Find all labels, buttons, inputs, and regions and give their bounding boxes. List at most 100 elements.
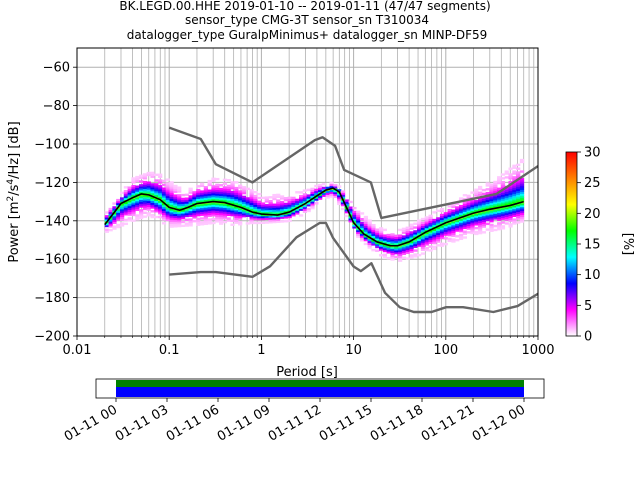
- psd-cell: [150, 213, 155, 217]
- psd-cell: [135, 189, 140, 192]
- psd-cell: [375, 249, 380, 252]
- psd-cell: [516, 173, 521, 176]
- psd-cell: [139, 176, 144, 179]
- psd-cell: [119, 218, 125, 221]
- psd-cell: [512, 220, 517, 223]
- psd-cell: [268, 209, 273, 212]
- psd-cell: [302, 204, 308, 208]
- psd-cell: [142, 175, 148, 178]
- psd-cell: [188, 218, 193, 221]
- psd-cell: [272, 218, 277, 222]
- y-tick-label: −100: [34, 138, 70, 153]
- psd-cell: [192, 216, 197, 219]
- psd-cell: [173, 186, 178, 190]
- psd-cell: [348, 212, 353, 215]
- psd-cell: [485, 228, 490, 231]
- psd-cell: [470, 220, 475, 223]
- psd-cell: [497, 199, 502, 202]
- psd-cell: [439, 234, 445, 238]
- psd-cell: [283, 208, 288, 211]
- psd-cell: [409, 235, 414, 238]
- psd-cell: [230, 200, 235, 203]
- psd-cell: [272, 215, 277, 218]
- psd-cell: [165, 203, 170, 206]
- psd-cell: [180, 193, 186, 197]
- psd-cell: [276, 218, 281, 222]
- psd-cell: [432, 224, 437, 228]
- y-tick-label: −180: [34, 291, 70, 306]
- psd-cell: [146, 202, 151, 205]
- psd-cell: [196, 221, 201, 224]
- psd-cell: [382, 245, 387, 249]
- y-tick-label: −80: [43, 99, 70, 114]
- psd-cell: [516, 213, 521, 216]
- psd-cell: [260, 206, 266, 209]
- psd-cell: [215, 199, 220, 202]
- psd-cell: [238, 198, 243, 201]
- psd-cell: [359, 225, 365, 229]
- psd-cell: [291, 214, 296, 217]
- psd-cell: [455, 235, 460, 238]
- psd-cell: [161, 179, 167, 183]
- psd-cell: [401, 256, 407, 259]
- psd-cell: [409, 256, 414, 259]
- psd-cell: [428, 239, 433, 243]
- psd-cell: [253, 194, 258, 198]
- psd-cell: [405, 238, 410, 241]
- psd-cell: [375, 245, 380, 249]
- psd-cell: [253, 214, 258, 217]
- psd-cell: [516, 198, 521, 201]
- psd-cell: [199, 209, 205, 213]
- psd-cell: [234, 213, 239, 217]
- psd-cell: [169, 208, 174, 211]
- psd-cell: [299, 208, 304, 211]
- psd-cell: [458, 226, 464, 229]
- psd-cell: [257, 221, 262, 225]
- psd-cell: [516, 215, 521, 218]
- psd-cell: [146, 187, 151, 190]
- psd-cell: [424, 239, 429, 242]
- psd-cell: [253, 206, 258, 209]
- psd-cell: [131, 186, 136, 190]
- psd-cell: [234, 188, 239, 192]
- psd-cell: [481, 206, 487, 209]
- psd-cell: [127, 190, 132, 193]
- psd-cell: [177, 221, 182, 224]
- psd-cell: [390, 233, 395, 236]
- psd-cell: [158, 187, 163, 190]
- psd-cell: [127, 219, 132, 222]
- psd-cell: [310, 201, 315, 204]
- psd-cell: [466, 223, 471, 226]
- psd-cell: [485, 199, 490, 203]
- psd-cell: [409, 242, 414, 246]
- psd-cell: [356, 231, 361, 235]
- psd-cell: [264, 209, 269, 213]
- psd-cell: [516, 188, 521, 192]
- colorbar-tick-label: 10: [584, 268, 601, 283]
- psd-cell: [489, 210, 494, 213]
- psd-cell: [306, 198, 311, 201]
- psd-cell: [260, 202, 266, 205]
- psd-cell: [196, 213, 201, 217]
- colorbar-label: [%]: [620, 233, 635, 256]
- psd-cell: [238, 207, 243, 211]
- psd-cell: [222, 207, 228, 210]
- psd-cell: [352, 220, 357, 223]
- psd-cell: [146, 198, 151, 202]
- psd-cell: [508, 196, 513, 199]
- psd-cell: [199, 192, 205, 195]
- psd-cell: [413, 232, 418, 235]
- psd-cell: [519, 197, 525, 200]
- psd-cell: [249, 202, 254, 206]
- psd-cell: [405, 240, 410, 243]
- psd-cell: [177, 196, 182, 199]
- psd-cell: [139, 212, 144, 216]
- psd-cell: [519, 208, 525, 212]
- psd-cell: [485, 213, 490, 216]
- psd-cell: [283, 206, 288, 209]
- psd-cell: [436, 221, 441, 224]
- psd-cell: [398, 242, 403, 245]
- psd-cell: [504, 222, 509, 225]
- psd-cell: [207, 179, 212, 183]
